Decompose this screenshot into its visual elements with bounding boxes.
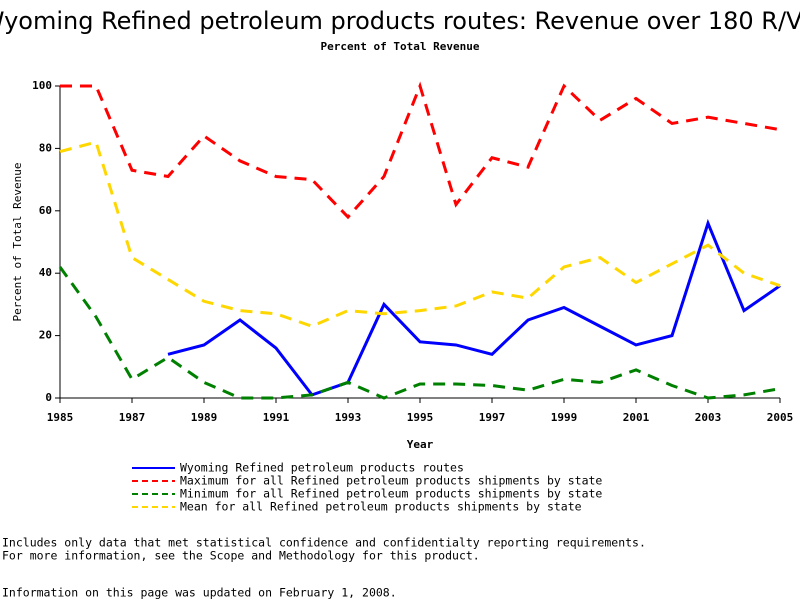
footnote: For more information, see the Scope and … xyxy=(2,549,480,563)
y-tick-label: 60 xyxy=(39,204,52,217)
x-tick-label: 1989 xyxy=(191,411,218,424)
chart-title: Wyoming Refined petroleum products route… xyxy=(0,7,800,35)
y-tick-label: 0 xyxy=(45,391,52,404)
series-line xyxy=(58,266,781,400)
legend-label: Mean for all Refined petroleum products … xyxy=(180,500,582,514)
x-tick-label: 1995 xyxy=(407,411,434,424)
y-tick-label: 80 xyxy=(39,141,52,154)
chart-subtitle: Percent of Total Revenue xyxy=(321,40,480,53)
x-tick-label: 1993 xyxy=(335,411,362,424)
y-tick-label: 100 xyxy=(32,79,52,92)
x-tick-label: 1997 xyxy=(479,411,506,424)
series-line xyxy=(60,81,781,220)
x-tick-label: 1987 xyxy=(119,411,146,424)
series-line xyxy=(167,218,781,397)
x-tick-label: 1991 xyxy=(263,411,290,424)
y-axis-label: Percent of Total Revenue xyxy=(11,163,24,322)
legend-label: Minimum for all Refined petroleum produc… xyxy=(180,487,602,501)
y-tick-label: 20 xyxy=(39,329,52,342)
x-tick-label: 2001 xyxy=(623,411,650,424)
x-tick-label: 2003 xyxy=(695,411,722,424)
footnote: Information on this page was updated on … xyxy=(2,586,397,600)
series-line xyxy=(59,140,781,328)
x-tick-label: 1999 xyxy=(551,411,578,424)
x-tick-label: 1985 xyxy=(47,411,74,424)
footnote: Includes only data that met statistical … xyxy=(2,536,646,550)
y-tick-label: 40 xyxy=(39,266,52,279)
legend-label: Maximum for all Refined petroleum produc… xyxy=(180,474,602,488)
x-axis-label: Year xyxy=(407,438,434,451)
x-tick-label: 2005 xyxy=(767,411,794,424)
legend-label: Wyoming Refined petroleum products route… xyxy=(180,461,464,475)
